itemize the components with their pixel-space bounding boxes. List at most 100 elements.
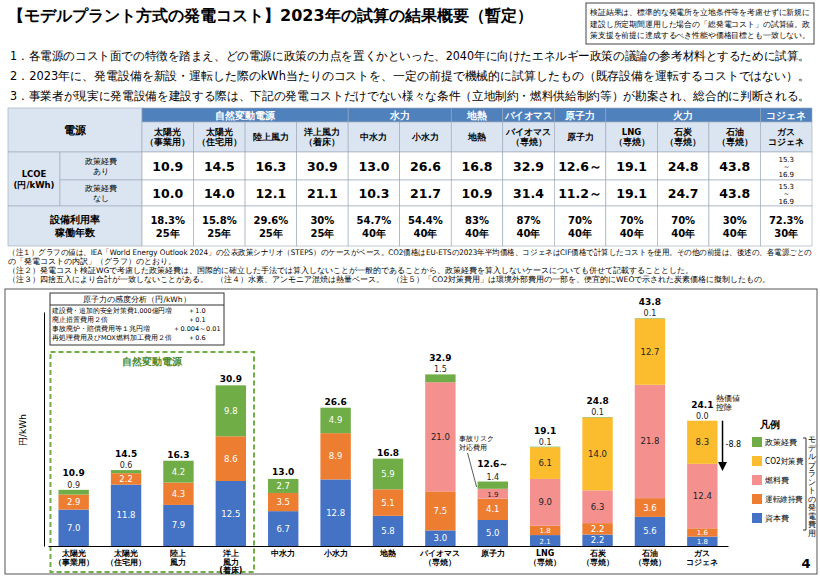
table-group: 原子力 (564, 110, 595, 121)
table-cell (194, 122, 246, 152)
table-value: 15.8%25年 (202, 215, 237, 239)
bar-segment (320, 479, 350, 546)
table-value: 19.1 (616, 186, 647, 201)
bar-segment (425, 530, 455, 546)
note-box (586, 3, 814, 44)
table-cell (451, 206, 503, 246)
data-label: 2.1 (540, 538, 551, 546)
bar-segment (111, 485, 141, 546)
bar-segment (163, 505, 193, 546)
data-label: 11.8 (117, 510, 136, 520)
data-label: 2.2 (591, 535, 605, 545)
data-label: 1.4 (486, 473, 499, 482)
point: 2．2023年に、発電設備を新設・運転した際のkWh当たりのコストを、一定の前提… (10, 69, 810, 83)
table-cell (760, 206, 812, 246)
table-row-label: LCOE(円/kWh) (14, 169, 55, 190)
table-cell (554, 152, 606, 180)
table-value: 12.6～ (558, 159, 602, 174)
x-tick-label: 太陽光（事業用） (54, 549, 94, 567)
data-label: 0.1 (591, 408, 604, 417)
bar-segment (635, 498, 665, 517)
data-label: 7.9 (172, 520, 186, 530)
table-cell (554, 108, 606, 122)
bar-segment (58, 510, 88, 546)
table-value: 30%40年 (723, 215, 747, 239)
data-label: 7.0 (67, 523, 81, 533)
table-group: 火力 (673, 110, 693, 121)
table-column: 小水力 (411, 132, 439, 142)
data-label: 2.7 (276, 481, 290, 491)
total-label: 24.8 (586, 396, 608, 406)
sensitivity-value: ＋0.004～0.01 (173, 325, 220, 333)
heat-deduction-value: -8.8 (726, 440, 742, 449)
table-cell (348, 108, 451, 122)
total-label: 24.1 (691, 400, 713, 410)
data-label: 0.6 (120, 461, 133, 470)
data-label: 6.3 (591, 502, 605, 512)
data-label: 12.4 (693, 491, 712, 501)
table-column: バイオマス（専焼） (505, 127, 551, 147)
legend-bracket (803, 438, 806, 530)
table-cell (760, 180, 812, 206)
data-label: 9.8 (224, 406, 238, 416)
data-label: 5.8 (381, 526, 395, 536)
table-cell (297, 122, 349, 152)
x-tick-label: 石油（専焼） (634, 549, 666, 567)
table-value: 30%25年 (310, 215, 334, 239)
x-tick-label: LNG（専焼） (529, 549, 561, 567)
bar-segment (425, 382, 455, 491)
legend-title: 凡例 (759, 419, 780, 430)
data-label: 0.1 (539, 438, 552, 447)
table-value: 21.1 (307, 186, 338, 201)
table-cell (400, 152, 452, 180)
table-cell (297, 206, 349, 246)
data-label: 0.9 (67, 481, 80, 490)
legend-swatch (752, 513, 762, 523)
legend-bracket-label: モデルプラントの発電費用 (808, 435, 817, 538)
data-label: 21.8 (640, 436, 659, 446)
legend-swatch (752, 475, 762, 485)
bar-segment (373, 459, 403, 490)
x-tick: 石油（専焼） (634, 546, 666, 567)
table-value: 14.0 (204, 186, 235, 201)
table-value: 14.5 (204, 159, 235, 174)
labels: 7.02.90.910.911.82.20.614.57.94.34.216.3… (63, 297, 714, 546)
total-label: 14.5 (115, 449, 137, 459)
bar-segment (268, 511, 298, 546)
x-tick-label: 陸上風力 (169, 549, 186, 567)
data-label: 12.8 (326, 508, 345, 518)
data-label: 1.8 (540, 527, 551, 535)
bar-segment (320, 433, 350, 479)
y-axis (44, 313, 45, 547)
data-label: 0.1 (644, 309, 657, 318)
table-cell (657, 152, 709, 180)
table-column: ガスコジェネ (768, 127, 804, 147)
table-value: 15.3～16.9 (778, 183, 794, 206)
x-tick: 小水力 (323, 546, 348, 558)
data-label: 1.6 (697, 529, 709, 537)
data-label: 5.9 (381, 469, 395, 479)
chart-frame (5, 289, 817, 574)
table-value: 10.9 (152, 159, 183, 174)
bar-segment (425, 374, 455, 382)
table-column: 石炭（専焼） (665, 127, 701, 147)
table-column: 太陽光（事業用） (145, 127, 190, 147)
table-cell (760, 108, 812, 122)
legend: 凡例政策経費CO2対策費燃料費運転維持費資本費モデルプラントの発電費用 (752, 419, 817, 538)
total-label: 13.0 (272, 467, 294, 477)
x-tick: バイオマス（専焼） (419, 546, 460, 567)
bar-segment (635, 385, 665, 498)
x-tick-label: 石炭（専焼） (582, 549, 614, 567)
x-tick-label: バイオマス（専焼） (419, 549, 460, 567)
data-label: 1.9 (487, 491, 498, 499)
x-tick: 原子力 (480, 546, 505, 558)
table-cell (760, 122, 812, 152)
table-group: バイオマス (504, 110, 552, 121)
sensitivity-title: 原子力の感度分析（円/kWh） (83, 295, 190, 304)
data-label: 8.9 (329, 451, 343, 461)
x-tick-label: 地熱 (379, 549, 396, 558)
table-cell (245, 122, 297, 152)
table-cell (400, 206, 452, 246)
bar-segment (373, 489, 403, 516)
x-tick: LNG（専焼） (529, 546, 561, 567)
